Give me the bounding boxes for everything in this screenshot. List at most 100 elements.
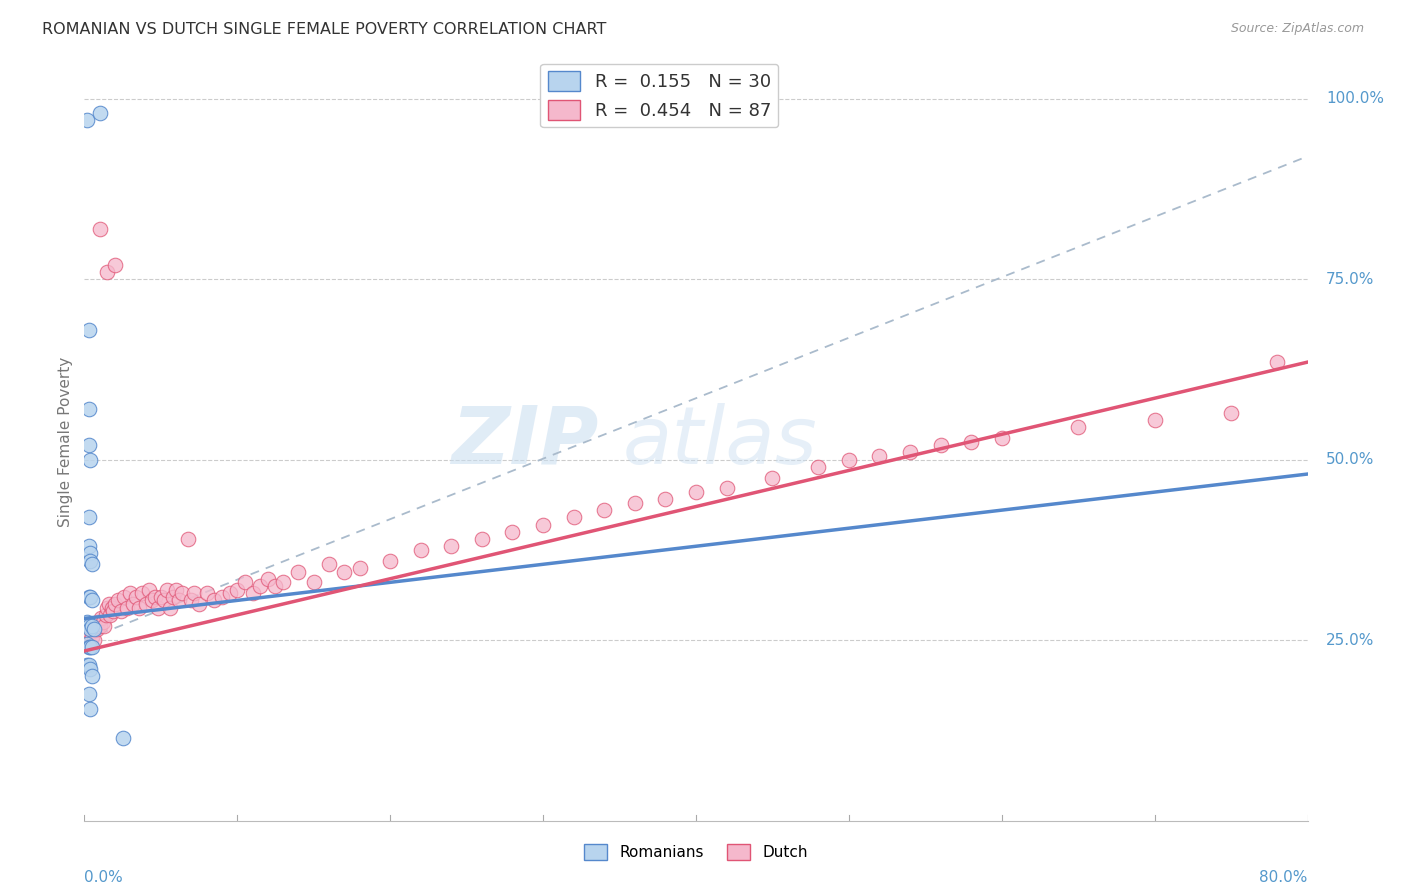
Point (84, 618, 107, 632)
Point (898, 445, 921, 459)
Point (76, 113, 98, 128)
Point (162, 590, 184, 604)
Point (471, 532, 494, 546)
Text: 50.0%: 50.0% (1326, 452, 1374, 467)
Y-axis label: Single Female Poverty: Single Female Poverty (58, 357, 73, 526)
Point (624, 496, 647, 510)
Point (77, 539, 100, 553)
Point (211, 590, 233, 604)
Text: ROMANIAN VS DUTCH SINGLE FEMALE POVERTY CORRELATION CHART: ROMANIAN VS DUTCH SINGLE FEMALE POVERTY … (42, 22, 606, 37)
Point (562, 510, 585, 524)
Point (159, 600, 181, 615)
Point (271, 575, 294, 590)
Point (502, 524, 524, 539)
Point (172, 586, 194, 600)
Point (960, 434, 983, 449)
Point (80, 630, 103, 644)
Point (76, 615, 98, 629)
Point (79, 622, 101, 636)
Point (79, 554, 101, 568)
Point (77, 658, 100, 673)
Text: Source: ZipAtlas.com: Source: ZipAtlas.com (1230, 22, 1364, 36)
Point (104, 597, 127, 611)
Point (929, 438, 952, 452)
Point (83, 633, 105, 648)
Text: 80.0%: 80.0% (1260, 870, 1308, 885)
Point (104, 258, 127, 272)
Point (143, 590, 166, 604)
Point (131, 586, 153, 600)
Point (79, 590, 101, 604)
Point (89, 221, 111, 235)
Point (83, 622, 105, 636)
Point (188, 597, 211, 611)
Point (1143, 413, 1166, 427)
Point (79, 546, 101, 560)
Point (249, 579, 271, 593)
Point (79, 702, 101, 716)
Point (125, 590, 148, 604)
Point (122, 597, 145, 611)
Point (202, 593, 225, 607)
Point (180, 593, 202, 607)
Point (440, 539, 463, 553)
Point (409, 542, 432, 557)
Point (80, 669, 103, 683)
Point (177, 532, 200, 546)
Point (156, 582, 179, 597)
Point (167, 593, 190, 607)
Point (115, 600, 138, 615)
Point (89, 618, 111, 632)
Point (80, 558, 103, 572)
Point (531, 517, 554, 532)
Point (77, 402, 100, 417)
Point (76, 633, 98, 648)
Point (77, 618, 100, 632)
Point (991, 431, 1014, 445)
Point (195, 586, 218, 600)
Point (333, 565, 356, 579)
Point (107, 593, 129, 607)
Text: 100.0%: 100.0% (1326, 91, 1384, 106)
Text: 25.0%: 25.0% (1326, 632, 1374, 648)
Point (716, 482, 738, 496)
Point (141, 593, 163, 607)
Point (287, 565, 309, 579)
Point (807, 459, 830, 474)
Point (76, 637, 98, 651)
Point (226, 582, 249, 597)
Point (79, 452, 101, 467)
Legend: Romanians, Dutch: Romanians, Dutch (578, 838, 814, 866)
Point (242, 586, 264, 600)
Point (138, 582, 160, 597)
Point (77, 510, 100, 524)
Point (218, 586, 240, 600)
Point (79, 662, 101, 676)
Point (98, 607, 121, 622)
Point (111, 731, 134, 745)
Point (77, 687, 100, 701)
Text: 75.0%: 75.0% (1326, 271, 1374, 286)
Point (77, 438, 100, 452)
Point (233, 575, 256, 590)
Point (380, 554, 402, 568)
Point (103, 604, 125, 618)
Point (76, 658, 98, 673)
Point (257, 572, 280, 586)
Point (93, 618, 115, 632)
Point (128, 600, 150, 615)
Point (79, 640, 101, 655)
Point (1067, 420, 1090, 434)
Point (77, 590, 100, 604)
Point (97, 597, 120, 611)
Point (86, 622, 108, 636)
Point (183, 586, 205, 600)
Point (79, 626, 101, 640)
Point (153, 593, 176, 607)
Point (112, 590, 135, 604)
Point (1265, 355, 1288, 369)
Point (593, 503, 616, 517)
Point (165, 582, 187, 597)
Point (149, 590, 172, 604)
Point (869, 449, 891, 463)
